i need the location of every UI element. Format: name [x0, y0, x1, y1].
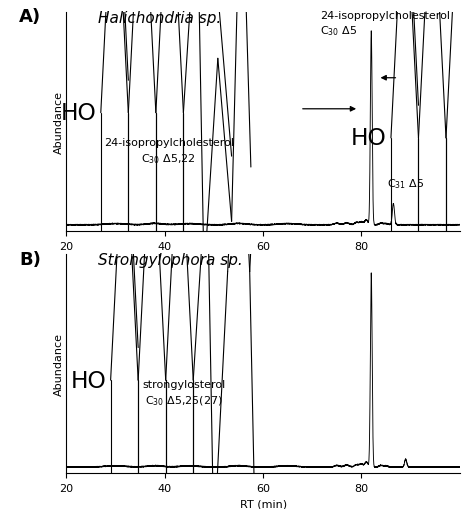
Text: HO: HO — [351, 127, 387, 150]
Text: Halichondria sp.: Halichondria sp. — [98, 11, 221, 25]
Text: Strongylophora sp.: Strongylophora sp. — [98, 252, 243, 267]
Text: HO: HO — [71, 369, 107, 392]
Text: HO: HO — [61, 102, 97, 125]
Y-axis label: Abundance: Abundance — [54, 332, 64, 395]
Text: strongylosterol
C$_{30}$ Δ5,25(27): strongylosterol C$_{30}$ Δ5,25(27) — [143, 379, 226, 407]
Y-axis label: Abundance: Abundance — [54, 91, 64, 154]
X-axis label: RT (min): RT (min) — [239, 257, 287, 267]
X-axis label: RT (min): RT (min) — [239, 499, 287, 508]
Text: A): A) — [19, 8, 41, 26]
Text: 24-isopropylcholesterol
C$_{30}$ Δ5: 24-isopropylcholesterol C$_{30}$ Δ5 — [320, 11, 450, 38]
Text: 24-isopropylcholesterol
C$_{30}$ Δ5,22: 24-isopropylcholesterol C$_{30}$ Δ5,22 — [104, 137, 234, 165]
Text: B): B) — [19, 250, 41, 268]
Text: C$_{31}$ Δ5: C$_{31}$ Δ5 — [387, 177, 424, 190]
